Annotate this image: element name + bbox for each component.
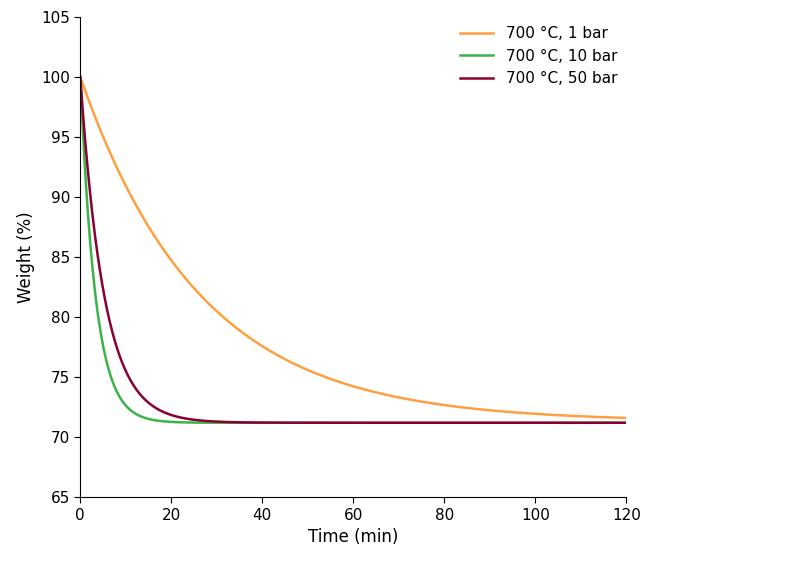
- 700 °C, 1 bar: [103, 145, 113, 152]
- Line: 700 °C, 10 bar: 700 °C, 10 bar: [80, 77, 626, 423]
- 700 °C, 10 bar: [620, 419, 630, 426]
- 700 °C, 50 bar: [75, 73, 85, 80]
- 700 °C, 10 bar: [326, 419, 336, 426]
- Line: 700 °C, 1 bar: 700 °C, 1 bar: [80, 77, 626, 418]
- 700 °C, 50 bar: [504, 419, 514, 426]
- 700 °C, 1 bar: [605, 414, 614, 421]
- 700 °C, 50 bar: [326, 419, 336, 426]
- Legend: 700 °C, 1 bar, 700 °C, 10 bar, 700 °C, 50 bar: 700 °C, 1 bar, 700 °C, 10 bar, 700 °C, 5…: [453, 20, 622, 93]
- 700 °C, 1 bar: [341, 381, 350, 388]
- 700 °C, 10 bar: [605, 419, 614, 426]
- 700 °C, 1 bar: [75, 73, 85, 80]
- 700 °C, 10 bar: [605, 419, 614, 426]
- 700 °C, 50 bar: [605, 419, 614, 426]
- 700 °C, 50 bar: [103, 311, 113, 318]
- 700 °C, 50 bar: [621, 419, 630, 426]
- 700 °C, 50 bar: [605, 419, 614, 426]
- 700 °C, 10 bar: [103, 364, 113, 371]
- 700 °C, 10 bar: [341, 419, 350, 426]
- 700 °C, 50 bar: [341, 419, 350, 426]
- 700 °C, 1 bar: [621, 415, 630, 421]
- Y-axis label: Weight (%): Weight (%): [18, 211, 35, 303]
- 700 °C, 1 bar: [504, 408, 514, 415]
- 700 °C, 1 bar: [326, 376, 336, 383]
- 700 °C, 1 bar: [605, 414, 614, 421]
- 700 °C, 10 bar: [504, 419, 514, 426]
- Line: 700 °C, 50 bar: 700 °C, 50 bar: [80, 77, 626, 423]
- X-axis label: Time (min): Time (min): [308, 528, 398, 546]
- 700 °C, 10 bar: [75, 73, 85, 80]
- 700 °C, 10 bar: [621, 419, 630, 426]
